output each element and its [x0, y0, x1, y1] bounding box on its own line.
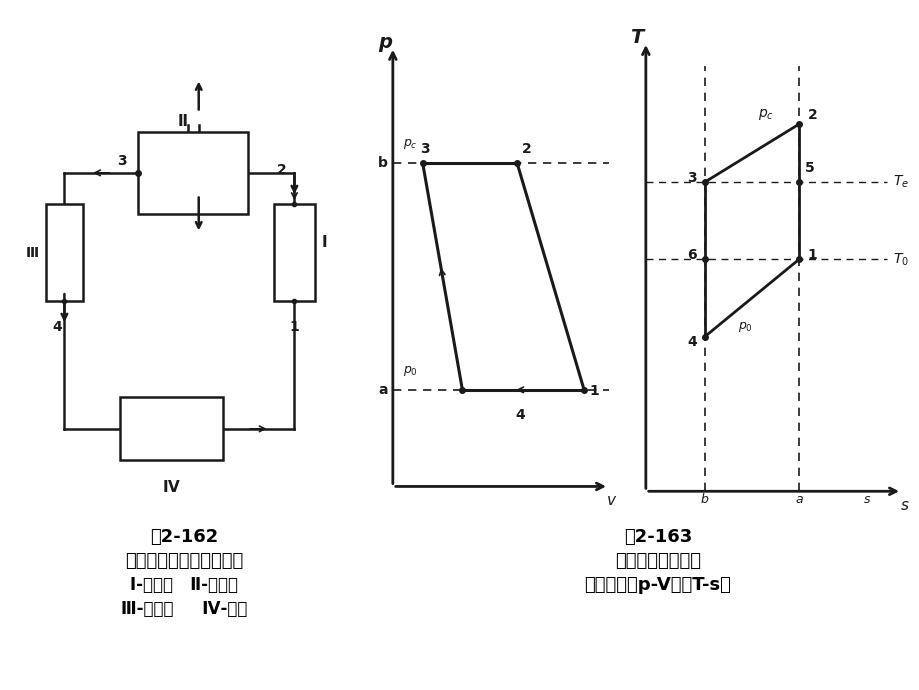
Text: $T_0$: $T_0$ [892, 251, 908, 268]
Text: b: b [378, 156, 388, 170]
Text: 2: 2 [807, 108, 817, 122]
Text: p: p [378, 32, 392, 52]
Bar [274, 204, 314, 301]
Text: 1: 1 [289, 320, 299, 334]
Text: 理论循环的p-V图与T-s图: 理论循环的p-V图与T-s图 [584, 576, 731, 594]
Text: a: a [794, 493, 802, 506]
Text: $p_0$: $p_0$ [738, 320, 753, 334]
Text: T: T [630, 28, 643, 47]
Text: 4: 4 [686, 335, 696, 349]
Text: 2: 2 [521, 142, 531, 156]
Text: 6: 6 [686, 248, 696, 262]
Text: 无回热空气制冷机系统图: 无回热空气制冷机系统图 [125, 552, 243, 570]
Text: I: I [322, 235, 327, 250]
Bar [138, 132, 248, 214]
Text: 1: 1 [807, 248, 817, 262]
Text: 4: 4 [516, 408, 525, 422]
Text: s: s [862, 493, 869, 506]
Text: 图2-163: 图2-163 [623, 528, 691, 546]
Text: 4: 4 [52, 320, 62, 334]
Text: 3: 3 [420, 142, 429, 156]
Text: v: v [607, 493, 615, 509]
Text: a: a [378, 383, 387, 397]
Text: Ⅳ: Ⅳ [163, 480, 179, 495]
Text: 2: 2 [277, 164, 287, 177]
Text: 3: 3 [118, 154, 127, 168]
Text: 无回热空气制冷机: 无回热空气制冷机 [614, 552, 700, 570]
Text: $p_c$: $p_c$ [757, 107, 774, 122]
Text: 1: 1 [588, 384, 598, 397]
Text: Ⅲ-膨胀机     Ⅳ-冷箱: Ⅲ-膨胀机 Ⅳ-冷箱 [120, 600, 247, 618]
Text: Ⅲ: Ⅲ [26, 246, 39, 259]
Text: 3: 3 [686, 171, 696, 185]
Text: 5: 5 [804, 161, 813, 175]
Text: 图2-162: 图2-162 [150, 528, 218, 546]
Text: $p_c$: $p_c$ [403, 137, 417, 150]
Text: $p_0$: $p_0$ [403, 364, 417, 377]
Text: s: s [900, 498, 908, 513]
Text: b: b [700, 493, 708, 506]
Bar [46, 204, 83, 301]
Text: Ⅱ: Ⅱ [177, 115, 187, 130]
Text: Ⅰ-压缩机   Ⅱ-冷却器: Ⅰ-压缩机 Ⅱ-冷却器 [130, 576, 238, 594]
Text: $T_e$: $T_e$ [892, 174, 908, 190]
Bar [119, 397, 222, 460]
